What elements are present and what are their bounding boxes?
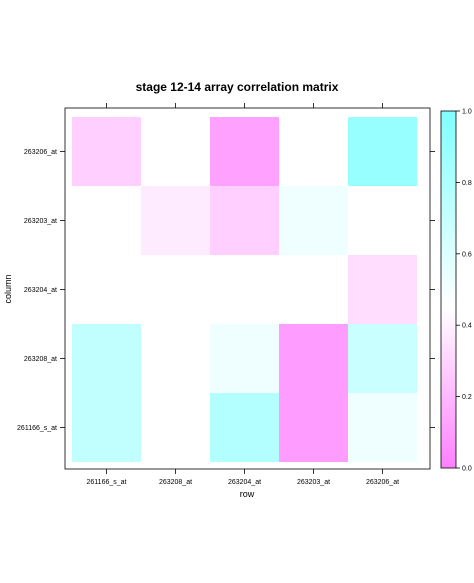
heatmap-cell [279,117,348,186]
heatmap-cell [348,393,417,462]
y-tick-label: 263203_at [24,218,57,225]
heatmap-cell [141,117,210,186]
x-tick-label: 263203_at [297,479,330,486]
heatmap-cell [279,255,348,324]
heatmap-cell [210,324,279,393]
heatmap-cell [279,324,348,393]
colorbar-tick-label: 0.0 [462,466,472,473]
heatmap-cell [210,186,279,255]
heatmap-cell [72,117,141,186]
colorbar-tick-label: 0.4 [462,323,472,330]
x-tick-label: 263204_at [228,479,261,486]
colorbar-tick-label: 1.0 [462,109,472,116]
heatmap-cell [72,255,141,324]
chart-title: stage 12-14 array correlation matrix [136,80,339,94]
heatmap-cells [72,117,417,462]
heatmap-cell [348,324,417,393]
heatmap-cell [348,186,417,255]
heatmap-cell [348,255,417,324]
y-tick-label: 263208_at [24,356,57,363]
colorbar-tick-label: 0.2 [462,394,472,401]
x-tick-label: 263208_at [159,479,192,486]
heatmap-cell [141,324,210,393]
heatmap-cell [279,393,348,462]
heatmap-cell [210,255,279,324]
colorbar-ticks: 0.0 0.2 0.4 0.6 0.8 1.0 [456,109,472,473]
x-tick-label: 263206_at [366,479,399,486]
colorbar [440,110,457,469]
heatmap-cell [72,393,141,462]
y-tick-label: 263204_at [24,287,57,294]
heatmap-cell [72,324,141,393]
x-axis-label: row [240,489,255,499]
heatmap-cell [279,186,348,255]
y-axis-ticks: 261166_s_at 263208_at 263204_at 263203_at 26… [17,149,435,432]
y-tick-label: 263206_at [24,149,57,156]
heatmap-cell [210,117,279,186]
heatmap-cell [141,186,210,255]
heatmap-cell [210,393,279,462]
heatmap-cell [141,255,210,324]
y-tick-label: 261166_s_at [17,425,57,432]
x-tick-label: 261166_s_at [87,479,127,486]
colorbar-tick-label: 0.6 [462,251,472,258]
heatmap-cell [141,393,210,462]
colorbar-tick-label: 0.8 [462,180,472,187]
x-axis-ticks: 261166_s_at 263208_at 263204_at 263203_at 26… [87,103,399,486]
heatmap-cell [72,186,141,255]
plot-frame [64,107,431,470]
heatmap-cell [348,117,417,186]
y-axis-label: column [3,274,13,303]
